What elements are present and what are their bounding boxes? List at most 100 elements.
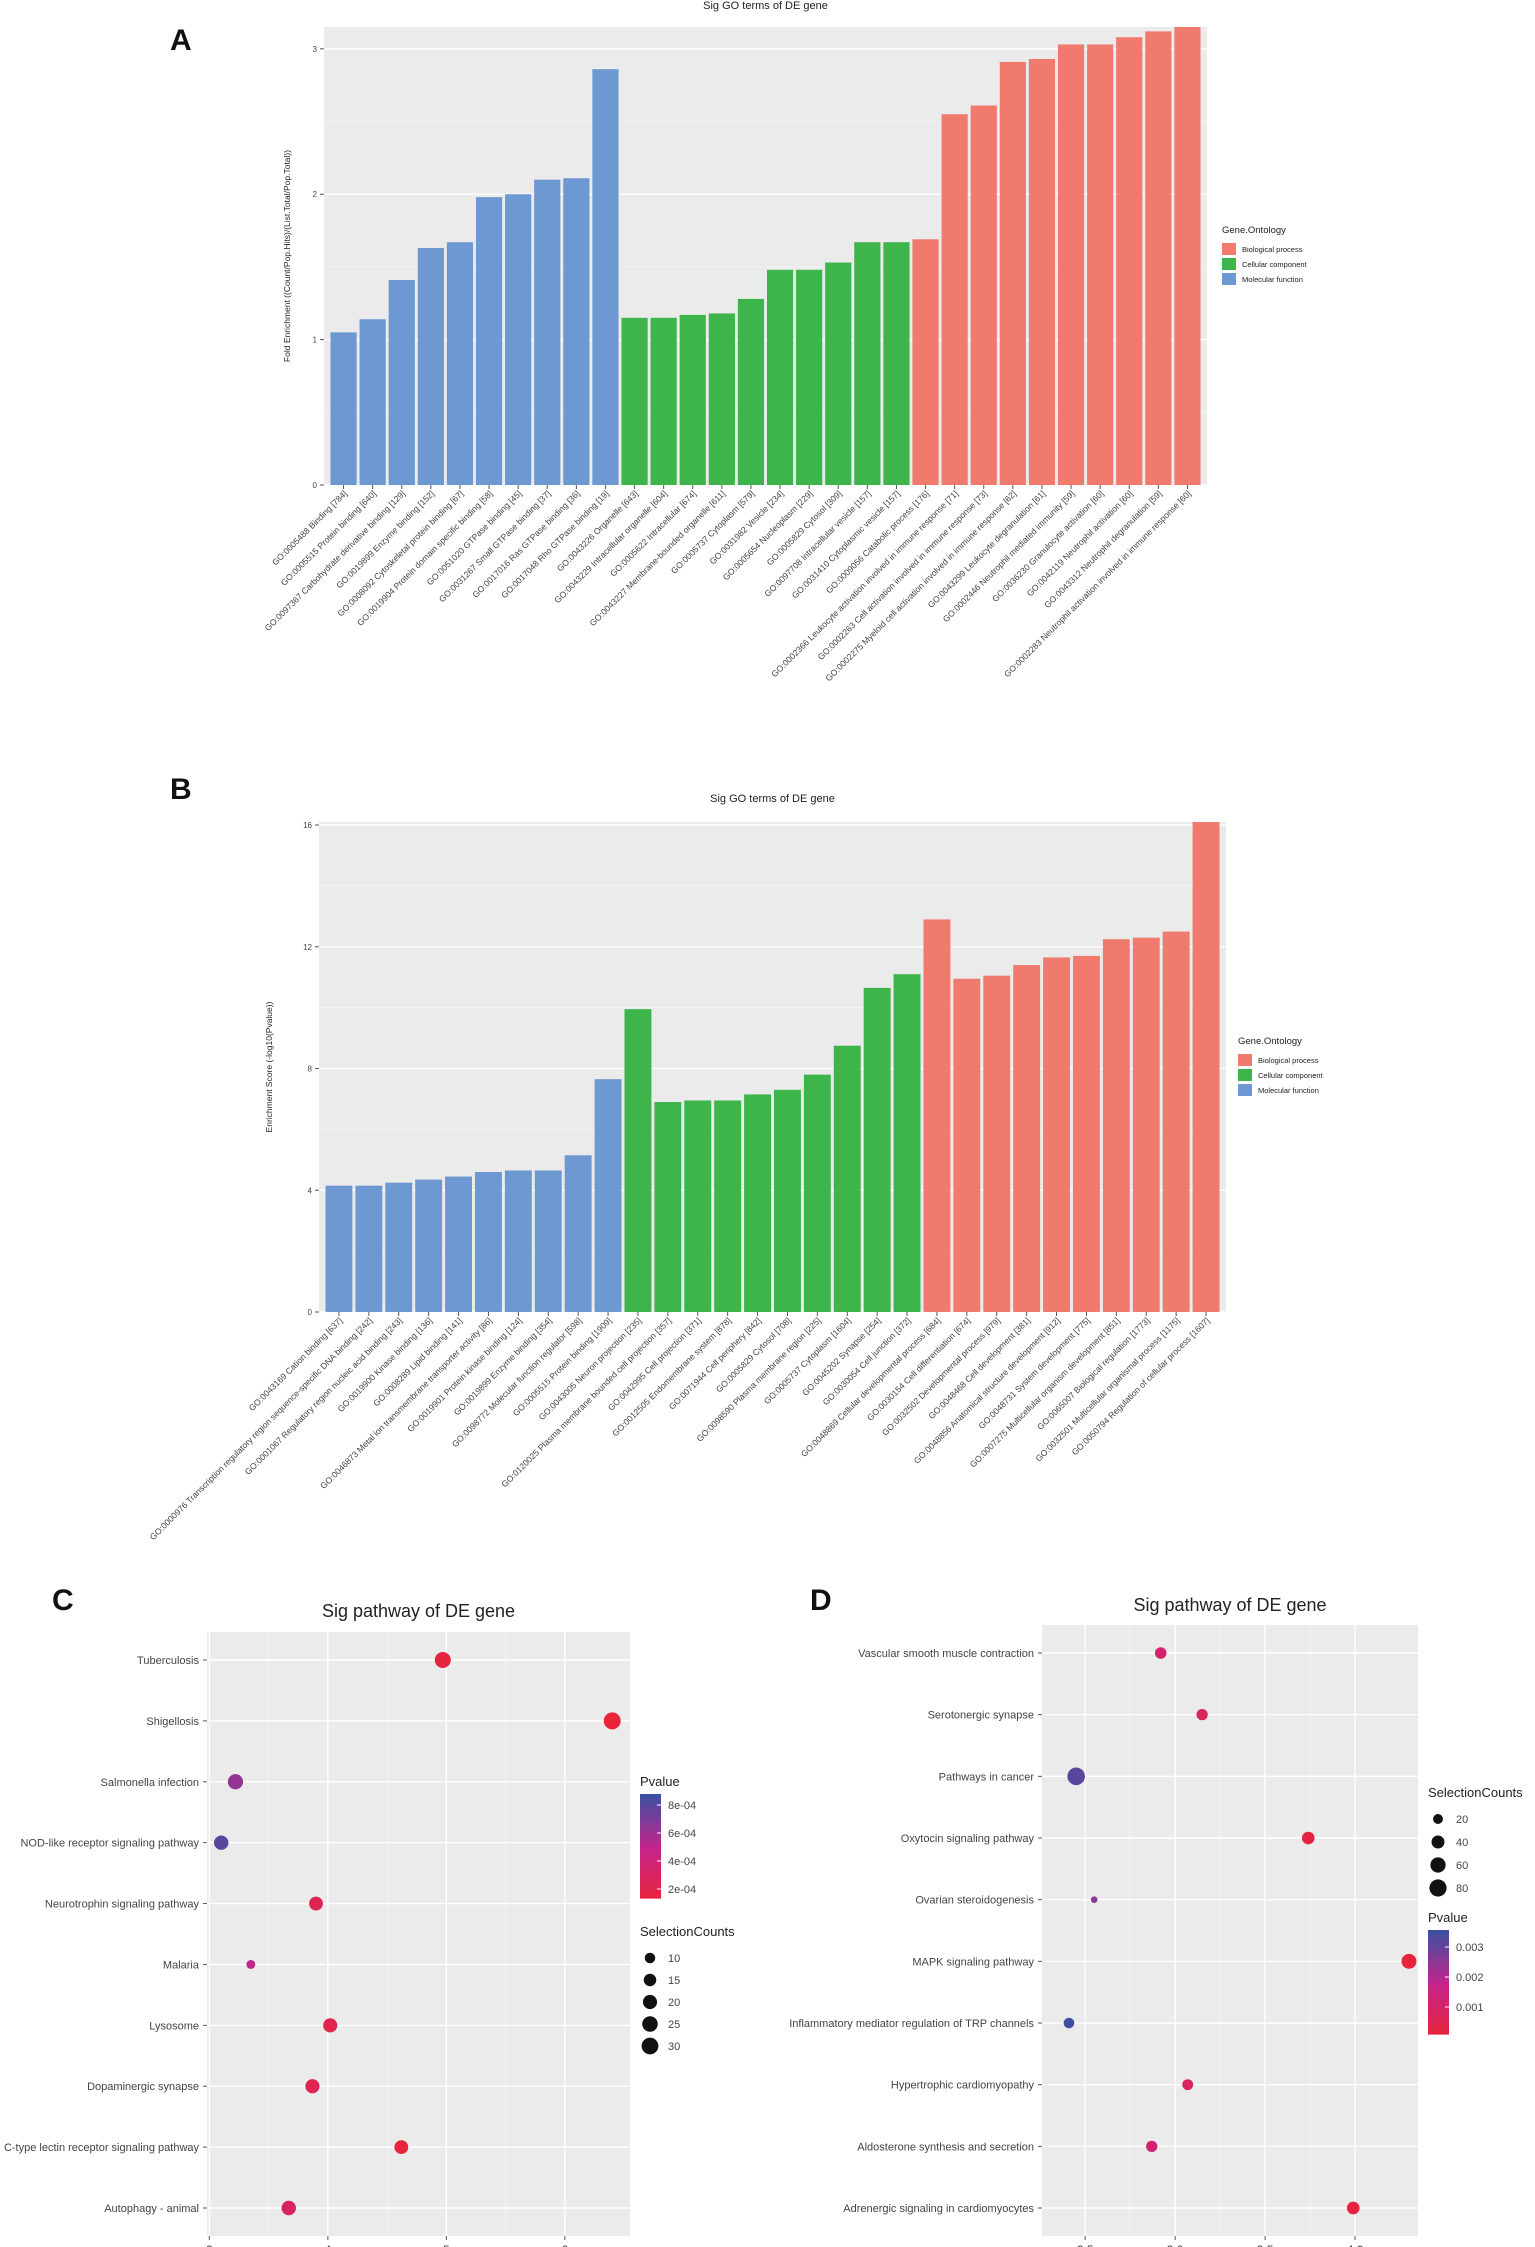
bar: [1174, 27, 1201, 485]
color-gradient-segment: [1428, 2008, 1449, 2013]
y-tick-label: MAPK signaling pathway: [912, 1956, 1034, 1968]
x-tick-label: GO:0019904 Protein domain specific bindi…: [355, 488, 494, 627]
color-gradient-segment: [1428, 1947, 1449, 1953]
color-gradient-segment: [1428, 1938, 1449, 1944]
data-point: [309, 1896, 323, 1911]
y-tick-label: 0: [308, 1308, 313, 1317]
bar: [970, 105, 997, 485]
color-gradient-segment: [1428, 2029, 1449, 2035]
panel-a-group: A Sig GO terms of DE gene 0 1 2 3 Fold Enrichm…: [170, 0, 1308, 683]
bar: [534, 1170, 562, 1312]
color-gradient-segment: [640, 1820, 661, 1825]
bar: [445, 1176, 473, 1312]
color-gradient-segment: [640, 1837, 661, 1843]
size-legend-dot: [642, 1994, 658, 2010]
color-gradient-segment: [640, 1794, 661, 1799]
legend-swatch: [1238, 1069, 1252, 1081]
legend-label: Cellular component: [1242, 260, 1308, 269]
plot-background: [1042, 1625, 1418, 2236]
color-gradient-segment: [640, 1872, 661, 1877]
color-gradient-segment: [1428, 2016, 1449, 2022]
y-tick-label: 4: [308, 1186, 313, 1195]
x-tick-label: GO:0065007 Biological regulation [1773]: [1035, 1315, 1152, 1432]
legend-title: Gene.Ontology: [1238, 1036, 1302, 1047]
bar: [893, 974, 921, 1312]
y-tick-label: NOD-like receptor signaling pathway: [20, 1838, 199, 1850]
y-tick-label: Shigellosis: [146, 1716, 199, 1728]
color-gradient-segment: [1428, 1951, 1449, 1957]
bar: [654, 1102, 682, 1312]
size-legend-dot: [1433, 1814, 1443, 1824]
size-legend-dot: [642, 2016, 658, 2032]
bar: [983, 975, 1011, 1312]
y-tick-label: Inflammatory mediator regulation of TRP …: [789, 2018, 1034, 2030]
chart-title: Sig pathway of DE gene: [322, 1601, 515, 1621]
bar: [446, 242, 474, 485]
bar: [1116, 37, 1143, 486]
data-point: [281, 2200, 296, 2216]
bar: [594, 1079, 622, 1312]
legend-label: Molecular function: [1258, 1086, 1319, 1095]
color-legend-label: 2e-04: [668, 1884, 696, 1896]
y-tick-label: Hypertrophic cardiomyopathy: [891, 2080, 1035, 2092]
data-point: [1067, 1767, 1085, 1786]
data-point: [1401, 1953, 1417, 1969]
bar: [1072, 955, 1100, 1312]
y-tick-label: 2: [313, 190, 318, 199]
bar: [744, 1094, 772, 1312]
color-legend-label: 8e-04: [668, 1800, 696, 1812]
color-legend-label: 0.003: [1456, 1942, 1484, 1954]
y-tick-label: Vascular smooth muscle contraction: [858, 1648, 1034, 1660]
bar: [1162, 931, 1190, 1312]
x-tick-label: 6: [561, 2243, 568, 2247]
color-gradient-segment: [640, 1889, 661, 1895]
color-gradient-segment: [640, 1802, 661, 1808]
panel-letter: D: [810, 1584, 832, 1617]
size-legend-title: SelectionCounts: [1428, 1785, 1523, 1800]
y-tick-label: Lysosome: [149, 2020, 199, 2032]
x-tick-label: GO:0002283 Neutrophil activation involve…: [1002, 488, 1193, 679]
y-tick-label: Adrenergic signaling in cardiomyocytes: [843, 2203, 1034, 2215]
bar: [773, 1089, 801, 1312]
panel-letter: B: [170, 773, 192, 806]
color-gradient-segment: [1428, 1934, 1449, 1940]
color-legend-label: 0.002: [1456, 1972, 1484, 1984]
color-legend-label: 6e-04: [668, 1828, 696, 1840]
x-tick-label: GO:0048731 System development [775]: [976, 1315, 1092, 1431]
color-gradient-segment: [1428, 2021, 1449, 2026]
color-gradient-segment: [640, 1846, 661, 1851]
size-legend-dot: [643, 1973, 657, 1987]
bar: [388, 279, 415, 485]
bar: [912, 239, 939, 485]
legend-title: Gene.Ontology: [1222, 225, 1286, 236]
y-axis-title: Enrichment Score (-log10(Pvalue)): [264, 1001, 274, 1132]
color-gradient-segment: [640, 1824, 661, 1830]
legend-label: Cellular component: [1258, 1071, 1324, 1080]
legend-swatch: [1222, 273, 1236, 285]
plot-background: [207, 1632, 630, 2236]
bar: [684, 1100, 712, 1312]
color-gradient-segment: [1428, 1999, 1449, 2005]
color-legend-title: Pvalue: [640, 1774, 680, 1789]
color-gradient-segment: [1428, 1977, 1449, 1983]
color-gradient-segment: [640, 1798, 661, 1804]
size-legend-label: 80: [1456, 1883, 1468, 1895]
x-tick-label: GO:0031410 Cytoplasmic vesicle [157]: [790, 488, 902, 600]
color-gradient-segment: [1428, 1990, 1449, 1996]
y-tick-label: Serotonergic synapse: [928, 1710, 1034, 1722]
bar: [330, 332, 357, 485]
bar: [563, 178, 590, 485]
data-point: [1146, 2140, 1158, 2152]
bar: [475, 197, 503, 485]
y-tick-label: 0: [313, 481, 318, 490]
data-point: [214, 1835, 229, 1850]
bar: [359, 319, 386, 485]
chart-title: Sig GO terms of DE gene: [703, 0, 828, 12]
color-gradient-segment: [1428, 2025, 1449, 2031]
color-gradient-segment: [640, 1828, 661, 1834]
bar: [325, 1185, 353, 1312]
color-gradient-segment: [1428, 1960, 1449, 1966]
bar: [592, 69, 619, 486]
x-tick-label: GO:0002366 Leukocyte activation involved…: [769, 488, 960, 679]
